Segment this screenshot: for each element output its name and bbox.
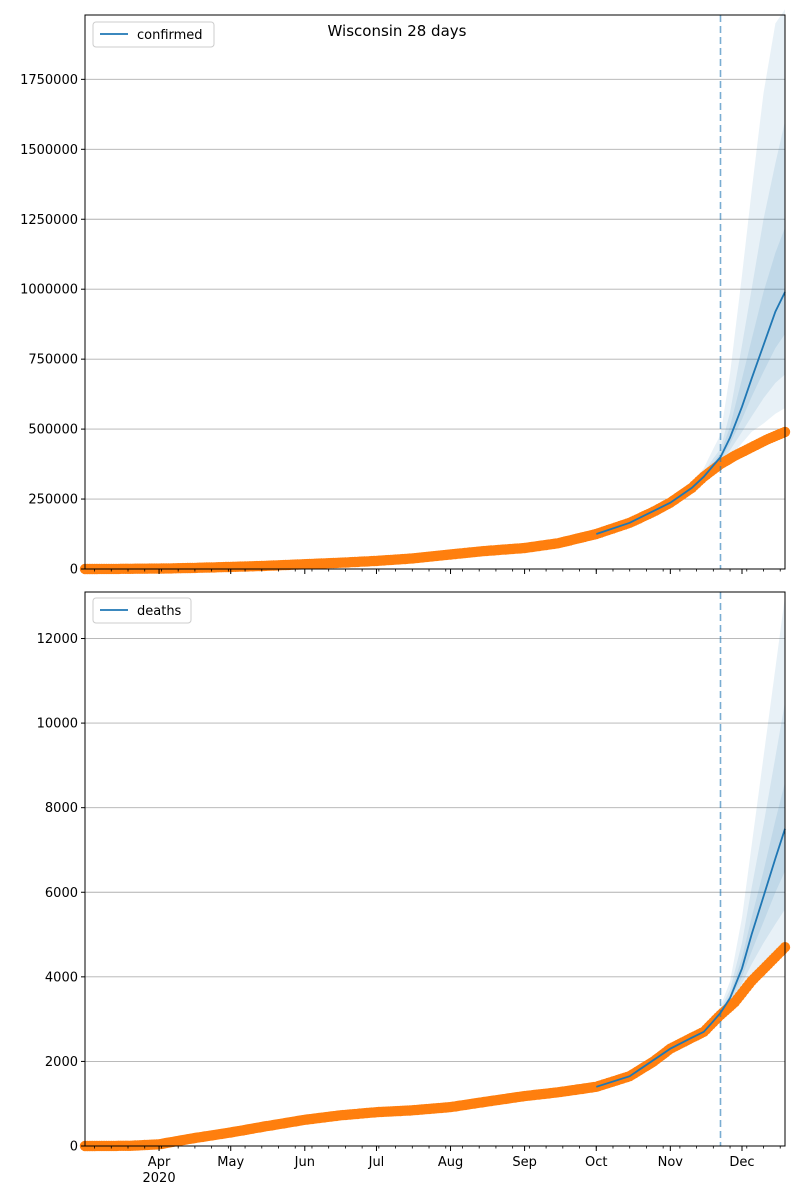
confirmed-band-1	[596, 9, 785, 535]
deaths-grid	[85, 638, 785, 1062]
x-tick-label-nov: Nov	[658, 1155, 684, 1170]
x-tick-label-jun: Jun	[294, 1155, 315, 1170]
confirmed-y-tick-label: 1250000	[20, 213, 78, 228]
deaths-x-axis: Apr May Jun Jul Aug Sep Oct Nov Dec 2020	[94, 1146, 781, 1186]
deaths-y-axis: 0 2000 4000 6000 8000 10000 12000	[37, 632, 85, 1155]
confirmed-plot-frame	[84, 14, 786, 570]
deaths-y-tick-label: 4000	[45, 970, 78, 985]
confirmed-y-tick-label: 1000000	[20, 283, 78, 298]
confirmed-y-tick-label: 1500000	[20, 143, 78, 158]
confirmed-grid	[85, 78, 785, 500]
deaths-legend: deaths	[92, 597, 192, 624]
confirmed-y-tick-label: 0	[70, 563, 78, 578]
confirmed-y-tick-label: 250000	[28, 493, 78, 508]
x-tick-label-may: May	[217, 1155, 244, 1170]
deaths-panel: 0 2000 4000 6000 8000 10000 12000 Apr May Jun Jul…	[37, 591, 791, 1186]
deaths-y-tick-label: 2000	[45, 1055, 78, 1070]
confirmed-band-2	[596, 121, 785, 535]
confirmed-y-tick-label: 1750000	[20, 73, 78, 88]
x-year-label: 2020	[143, 1171, 176, 1186]
confirmed-band-3	[596, 227, 785, 535]
confirmed-y-tick-label: 500000	[28, 423, 78, 438]
x-tick-label-oct: Oct	[585, 1155, 607, 1170]
x-tick-label-sep: Sep	[512, 1155, 537, 1170]
x-tick-label-apr: Apr	[148, 1155, 171, 1170]
deaths-legend-label: deaths	[137, 604, 182, 619]
x-tick-label-aug: Aug	[438, 1155, 463, 1170]
deaths-uncertainty-bands	[596, 596, 785, 1088]
confirmed-y-axis: 0 250000 500000 750000 1000000 1250000 1500000…	[20, 73, 85, 578]
confirmed-legend: confirmed	[92, 21, 215, 48]
deaths-plot-frame	[84, 591, 786, 1147]
deaths-y-tick-label: 8000	[45, 801, 78, 816]
confirmed-legend-box	[92, 21, 215, 48]
deaths-y-tick-label: 10000	[37, 717, 78, 732]
deaths-y-tick-label: 12000	[37, 632, 78, 647]
confirmed-y-tick-label: 750000	[28, 353, 78, 368]
x-tick-label-jul: Jul	[368, 1155, 385, 1170]
deaths-y-tick-label: 0	[70, 1140, 78, 1155]
confirmed-panel: 0 250000 500000 750000 1000000 1250000 1500000…	[20, 9, 791, 578]
confirmed-uncertainty-bands	[596, 9, 785, 535]
chart-title: Wisconsin 28 days	[328, 22, 467, 40]
deaths-legend-box	[92, 597, 192, 624]
confirmed-legend-label: confirmed	[137, 28, 203, 43]
deaths-y-tick-label: 6000	[45, 886, 78, 901]
deaths-band-1	[596, 596, 785, 1088]
x-tick-label-dec: Dec	[729, 1155, 754, 1170]
